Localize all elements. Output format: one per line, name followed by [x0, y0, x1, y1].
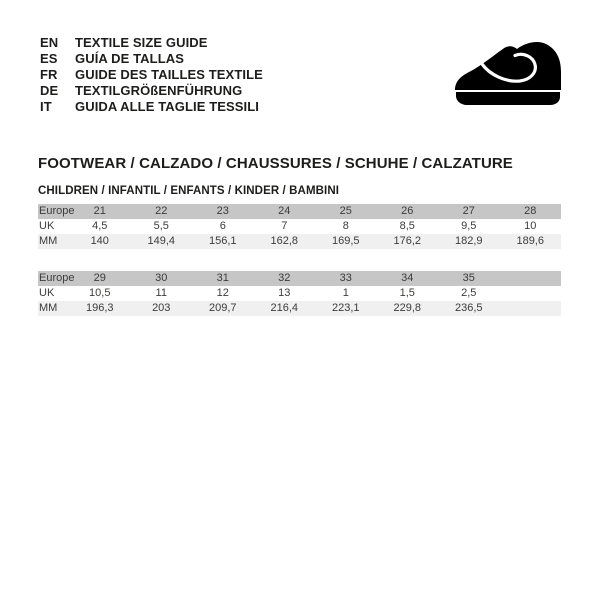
row-label: UK — [39, 287, 55, 299]
language-row-en: EN TEXTILE SIZE GUIDE — [40, 34, 263, 50]
size-cell: 4,5 — [92, 220, 108, 232]
size-cell: 23 — [216, 205, 229, 217]
table-row-mm: MM 196,3 203 209,7 216,4 223,1 229,8 236,5 — [38, 301, 561, 316]
size-cell: 24 — [278, 205, 291, 217]
size-cell: 196,3 — [85, 302, 114, 314]
table-row-mm: MM 140 149,4 156,1 162,8 169,5 176,2 182,9 189,6 — [38, 234, 561, 249]
children-shoe-icon — [454, 40, 562, 106]
size-cell: 29 — [93, 272, 106, 284]
size-cell: 1,5 — [399, 287, 415, 299]
size-tables: Europe 21 22 23 24 25 26 27 28 UK 4,5 5,5 6 7 8 8,5 9,5 1… — [38, 204, 561, 338]
row-label: MM — [39, 302, 58, 314]
size-cell: 10 — [524, 220, 537, 232]
size-cell: 182,9 — [454, 235, 483, 247]
language-row-it: IT GUIDA ALLE TAGLIE TESSILI — [40, 98, 263, 114]
table-row-uk: UK 10,5 11 12 13 1 1,5 2,5 — [38, 286, 561, 301]
size-cell: 176,2 — [393, 235, 422, 247]
size-cell: 13 — [278, 287, 291, 299]
size-table-1: Europe 21 22 23 24 25 26 27 28 UK 4,5 5,5 6 7 8 8,5 9,5 1… — [38, 204, 561, 249]
size-cell: 236,5 — [454, 302, 483, 314]
size-cell: 1 — [342, 287, 349, 299]
language-title: TEXTILE SIZE GUIDE — [75, 34, 208, 50]
language-code: ES — [40, 50, 58, 66]
size-cell: 25 — [339, 205, 352, 217]
section-title: FOOTWEAR / CALZADO / CHAUSSURES / SCHUHE… — [38, 155, 513, 172]
size-cell: 31 — [216, 272, 229, 284]
size-cell: 7 — [281, 220, 288, 232]
size-cell: 22 — [155, 205, 168, 217]
size-cell: 229,8 — [393, 302, 422, 314]
size-cell: 140 — [90, 235, 109, 247]
language-title: TEXTILGRÖßENFÜHRUNG — [75, 82, 243, 98]
language-title: GUIDA ALLE TAGLIE TESSILI — [75, 98, 260, 114]
language-row-de: DE TEXTILGRÖßENFÜHRUNG — [40, 82, 263, 98]
size-cell: 209,7 — [208, 302, 237, 314]
language-code: DE — [40, 82, 59, 98]
size-cell: 156,1 — [208, 235, 237, 247]
row-label: Europe — [39, 205, 75, 217]
section-subtitle: CHILDREN / INFANTIL / ENFANTS / KINDER /… — [38, 185, 340, 197]
language-list: EN TEXTILE SIZE GUIDE ES GUÍA DE TALLAS … — [40, 34, 263, 114]
size-cell: 162,8 — [270, 235, 299, 247]
language-row-fr: FR GUIDE DES TAILLES TEXTILE — [40, 66, 263, 82]
language-code: FR — [40, 66, 58, 82]
size-cell: 5,5 — [153, 220, 169, 232]
size-cell: 2,5 — [461, 287, 477, 299]
size-cell: 169,5 — [331, 235, 360, 247]
language-title: GUÍA DE TALLAS — [75, 50, 185, 66]
size-table-2: Europe 29 30 31 32 33 34 35 UK 10,5 11 12 13 1 1,5 2,5 M… — [38, 271, 561, 316]
table-row-uk: UK 4,5 5,5 6 7 8 8,5 9,5 10 — [38, 219, 561, 234]
language-row-es: ES GUÍA DE TALLAS — [40, 50, 263, 66]
table-row-europe: Europe 21 22 23 24 25 26 27 28 — [38, 204, 561, 219]
size-cell: 26 — [401, 205, 414, 217]
size-cell: 21 — [93, 205, 106, 217]
size-cell: 10,5 — [89, 287, 111, 299]
size-cell: 6 — [219, 220, 226, 232]
size-cell: 33 — [339, 272, 352, 284]
language-code: EN — [40, 34, 59, 50]
size-cell: 216,4 — [270, 302, 299, 314]
size-cell: 27 — [462, 205, 475, 217]
size-cell: 189,6 — [516, 235, 545, 247]
size-cell: 12 — [216, 287, 229, 299]
size-cell: 32 — [278, 272, 291, 284]
size-cell: 8 — [342, 220, 349, 232]
size-cell: 8,5 — [399, 220, 415, 232]
size-cell: 11 — [155, 287, 167, 299]
row-label: Europe — [39, 272, 75, 284]
size-cell: 35 — [462, 272, 475, 284]
size-cell: 28 — [524, 205, 537, 217]
size-cell: 30 — [155, 272, 168, 284]
row-label: MM — [39, 235, 58, 247]
row-label: UK — [39, 220, 55, 232]
language-title: GUIDE DES TAILLES TEXTILE — [75, 66, 263, 82]
size-cell: 223,1 — [331, 302, 360, 314]
size-cell: 149,4 — [147, 235, 176, 247]
table-row-europe: Europe 29 30 31 32 33 34 35 — [38, 271, 561, 286]
language-code: IT — [40, 98, 52, 114]
size-cell: 203 — [152, 302, 171, 314]
size-cell: 34 — [401, 272, 414, 284]
size-cell: 9,5 — [461, 220, 477, 232]
